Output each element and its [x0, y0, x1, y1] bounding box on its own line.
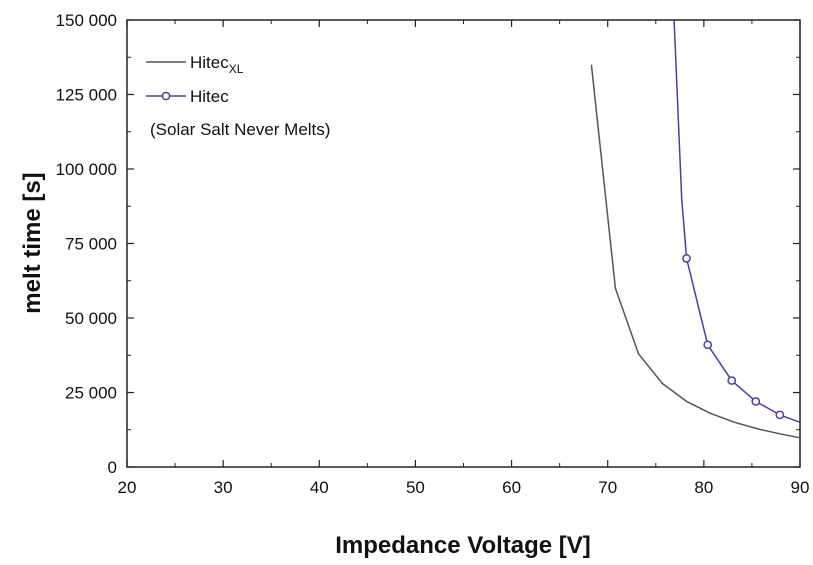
- x-tick-label: 30: [214, 478, 233, 497]
- y-tick-labels: 0 25 000 50 000 75 000 100 000 125 000 150 000: [56, 11, 117, 477]
- data-point: [751, 397, 761, 406]
- chart-annotation: (Solar Salt Never Melts): [150, 120, 330, 139]
- y-tick-label: 125 000: [56, 86, 117, 105]
- data-point: [703, 340, 713, 350]
- series-layer: [590, 19, 801, 439]
- axis-ticks: [126, 19, 801, 468]
- x-tick-label: 20: [118, 478, 137, 497]
- data-point: [727, 376, 737, 385]
- legend-label-hitec-xl: HitecXL: [190, 53, 244, 76]
- x-tick-label: 60: [502, 478, 521, 497]
- y-tick-label: 150 000: [56, 11, 117, 30]
- series-line-0: [590, 64, 801, 439]
- x-tick-label: 50: [406, 478, 425, 497]
- legend-label-hitec: Hitec: [190, 87, 229, 106]
- x-tick-label: 90: [791, 478, 810, 497]
- legend-label-hitec-xl-sub: XL: [229, 62, 244, 76]
- x-tick-label: 70: [598, 478, 617, 497]
- x-tick-label: 80: [694, 478, 713, 497]
- y-tick-label: 50 000: [65, 309, 117, 328]
- x-axis-title: Impedance Voltage [V]: [335, 532, 591, 559]
- y-tick-label: 75 000: [65, 235, 117, 254]
- series-line-1: [673, 19, 801, 424]
- legend-label-hitec-xl-main: Hitec: [190, 53, 229, 72]
- y-tick-label: 0: [108, 458, 117, 477]
- data-point: [775, 410, 785, 420]
- y-axis-title: melt time [s]: [19, 172, 46, 313]
- legend-marker-hitec: [161, 91, 171, 101]
- data-point: [682, 254, 691, 263]
- x-tick-label: 40: [310, 478, 329, 497]
- x-tick-labels: 20 30 40 50 60 70 80 90: [118, 478, 810, 497]
- legend: HitecXL Hitec (Solar Salt Never Melts): [146, 53, 330, 139]
- y-tick-label: 25 000: [65, 384, 117, 403]
- y-tick-label: 100 000: [56, 160, 117, 179]
